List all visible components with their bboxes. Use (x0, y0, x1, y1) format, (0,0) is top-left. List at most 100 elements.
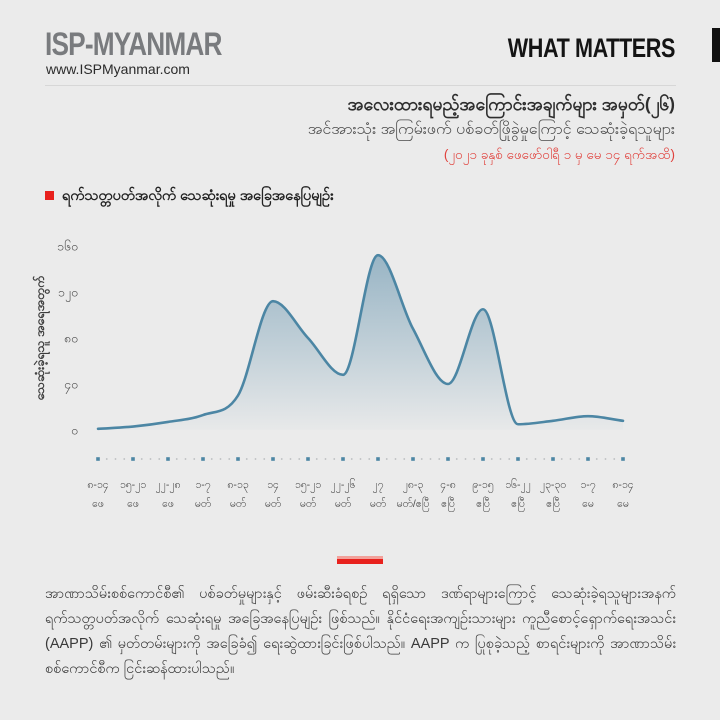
x-label-month: ဖေ (127, 498, 139, 510)
x-tick-square (446, 457, 450, 461)
x-tick-dot (534, 458, 537, 460)
x-tick-dot (245, 458, 248, 460)
y-tick-label: ၀ (71, 424, 78, 438)
site-url: www.ISPMyanmar.com (46, 61, 190, 77)
x-label-range: ၈-၁၄ (612, 479, 633, 493)
x-tick-dot (613, 458, 616, 460)
x-tick-square (166, 457, 170, 461)
x-tick-dot (403, 458, 406, 460)
x-tick-dot (578, 458, 581, 460)
red-divider (337, 556, 383, 564)
x-label-month: မတ်/ဧပြီ (397, 496, 430, 512)
x-label-range: ၂၂-၂၆ (331, 478, 356, 493)
x-tick-dot (158, 458, 161, 460)
x-tick-dot (219, 458, 222, 460)
x-tick-dot (543, 458, 546, 460)
x-tick-dot (280, 458, 283, 460)
x-label-month: ဖေ (92, 498, 104, 510)
title-block: အလေးထားရမည့်အကြောင်းအချက်များ အမှတ်(၂၆) … (308, 91, 675, 167)
x-tick-dot (420, 458, 423, 460)
y-tick-label: ၁၂၀ (58, 286, 78, 303)
x-label-range: ၁၆-၂၂ (505, 478, 531, 493)
x-tick-dot (429, 458, 432, 460)
x-tick-square (131, 457, 135, 461)
x-tick-dot (289, 458, 292, 460)
x-label-range: ၁-၇ (195, 479, 210, 493)
x-label-range: ၈-၁၃ (227, 479, 248, 493)
x-tick-dot (438, 458, 441, 460)
x-tick-dot (394, 458, 397, 460)
x-tick-dot (508, 458, 511, 460)
x-tick-square (481, 457, 485, 461)
x-tick-dot (359, 458, 362, 460)
x-label-range: ၂၂-၂၈ (156, 479, 181, 493)
isp-myanmar-logo: ISP-MYANMAR (45, 26, 222, 62)
chart-line (96, 253, 625, 431)
x-label-range: ၁၄ (267, 479, 279, 493)
x-label-range: ၈-၁၄ (87, 479, 108, 493)
date-range: (၂၀၂၁ ခုနှစ် ဖေဖော်ဝါရီ ၁ မှ မေ ၁၄ ရက်အထ… (443, 147, 675, 162)
x-tick-dot (525, 458, 528, 460)
x-label-month: ဖေ (162, 498, 174, 510)
x-tick-dot (324, 458, 327, 460)
chart-area-fill (98, 255, 623, 430)
x-label-month: မတ် (300, 497, 316, 510)
x-tick-square (96, 457, 100, 461)
infographic-subtitle: အင်အားသုံး အကြမ်းဖက် ပစ်ခတ်ဖြိုခွဲမှုကြေ… (307, 121, 675, 138)
x-label-month: မတ် (335, 497, 351, 510)
x-tick-dot (254, 458, 257, 460)
what-matters-title: WHAT MATTERS (507, 33, 676, 63)
x-label-month: မတ် (265, 497, 281, 510)
y-tick-label: ၁၆၀ (57, 239, 78, 254)
y-axis-title: သေဆုံးခဲ့ရသူ အရေအတွက် (31, 275, 51, 400)
x-tick-dot (105, 458, 108, 460)
chart-section-header: ရက်သတ္တပတ်အလိုက် သေဆုံးရမှု အခြေအနေပြမျဉ… (45, 186, 334, 206)
x-tick-dot (569, 458, 572, 460)
x-label-range: ၁၅-၂၁ (120, 479, 146, 493)
x-tick-square (236, 457, 240, 461)
x-label-range: ၂၈-၃ (403, 479, 424, 493)
red-square-bullet-icon (45, 191, 54, 200)
x-tick-dot (175, 458, 178, 460)
x-label-month: မေ (582, 498, 594, 510)
x-tick-square (551, 457, 555, 461)
x-label-month: မတ် (195, 497, 211, 510)
x-label-month: ဧပြီ (546, 496, 560, 512)
x-label-range: ၂၃-၃၀ (540, 479, 566, 493)
x-tick-dot (263, 458, 266, 460)
x-tick-square (271, 457, 275, 461)
x-label-range: ၉-၁၅ (472, 479, 493, 493)
chart-section-title: ရက်သတ္တပတ်အလိုက် သေဆုံးရမှု အခြေအနေပြမျဉ… (62, 188, 334, 204)
x-tick-square (586, 457, 590, 461)
x-tick-square (516, 457, 520, 461)
x-tick-dot (184, 458, 187, 460)
x-label-range: ၂၇ (372, 479, 383, 493)
x-tick-dot (210, 458, 213, 460)
source-note: အာဏာသိမ်းစစ်ကောင်စီ၏ ပစ်ခတ်မှုများနှင့် … (45, 586, 676, 677)
brand-edge-tab (712, 28, 720, 62)
x-tick-square (306, 457, 310, 461)
x-tick-dot (298, 458, 301, 460)
x-tick-dot (114, 458, 117, 460)
x-tick-dot (149, 458, 152, 460)
red-divider-light-band (337, 556, 383, 559)
x-tick-dot (473, 458, 476, 460)
x-label-month: ဧပြီ (441, 496, 455, 512)
x-label-range: ၁-၇ (580, 479, 595, 493)
x-tick-dot (123, 458, 126, 460)
x-label-month: မေ (617, 498, 629, 510)
x-tick-dot (315, 458, 318, 460)
x-tick-dot (350, 458, 353, 460)
x-tick-dot (499, 458, 502, 460)
x-tick-dot (140, 458, 143, 460)
x-tick-square (341, 457, 345, 461)
x-tick-square (201, 457, 205, 461)
x-label-month: မတ် (230, 497, 246, 510)
x-tick-dot (385, 458, 388, 460)
infographic-title: အလေးထားရမည့်အကြောင်းအချက်များ အမှတ်(၂၆) (347, 94, 675, 114)
x-label-month: ဧပြီ (476, 496, 490, 512)
x-tick-dot (228, 458, 231, 460)
x-label-month: ဧပြီ (511, 496, 525, 512)
